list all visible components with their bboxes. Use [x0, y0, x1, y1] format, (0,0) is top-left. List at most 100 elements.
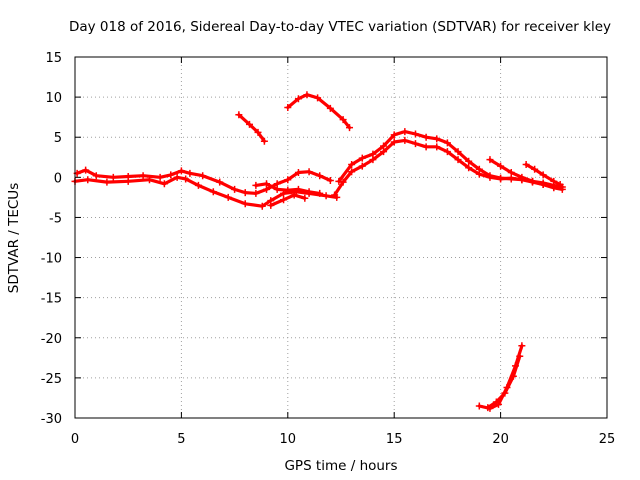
data-point-5-11 [454, 148, 462, 156]
data-point-4-8 [411, 140, 419, 148]
data-point-5-13 [475, 165, 483, 173]
data-point-5-3 [369, 150, 377, 158]
x-tick-label: 25 [599, 432, 616, 447]
series-track-10 [284, 91, 354, 132]
data-point-0-20 [316, 172, 324, 180]
data-point-0-21 [326, 177, 334, 185]
data-point-6-5 [539, 181, 547, 189]
data-point-1-5 [160, 180, 168, 188]
data-point-1-9 [209, 188, 217, 196]
data-point-5-14 [486, 172, 494, 180]
series-track-8 [522, 160, 564, 189]
data-point-0-3 [109, 173, 117, 181]
data-point-4-2 [348, 168, 356, 176]
data-point-1-3 [124, 177, 132, 185]
y-tick-label: -30 [41, 412, 62, 427]
data-point-4-1 [339, 178, 347, 186]
data-point-2-6 [316, 189, 324, 197]
data-point-7-3 [550, 177, 558, 185]
data-point-1-11 [241, 200, 249, 208]
data-point-5-16 [507, 175, 515, 183]
ticks-layer: 0 5 10 15 20 25 15 10 5 0 -5 -10 -15 -20 -25 -30 [41, 51, 616, 447]
y-tick-label: -25 [41, 372, 62, 387]
data-point-4-10 [433, 143, 441, 151]
data-point-6-0 [486, 156, 494, 164]
x-tick-label: 15 [386, 432, 403, 447]
data-point-5-6 [401, 128, 409, 136]
data-point-0-1 [82, 166, 90, 174]
data-point-9-6 [346, 124, 354, 132]
data-point-1-2 [103, 178, 111, 186]
x-tick-label: 5 [177, 432, 185, 447]
y-tick-label: 0 [54, 171, 62, 186]
data-point-1-8 [194, 181, 202, 189]
data-point-4-11 [443, 148, 451, 156]
data-point-8-0 [235, 111, 243, 119]
series-layer [71, 91, 566, 412]
data-point-10-0 [475, 402, 483, 410]
chart-title: Day 018 of 2016, Sidereal Day-to-day VTE… [69, 19, 611, 35]
data-point-5-21 [558, 185, 566, 193]
series-track-2 [71, 173, 341, 210]
data-point-2-5 [305, 188, 313, 196]
data-point-11-4 [516, 352, 524, 360]
data-point-11-0 [484, 404, 492, 412]
data-point-5-7 [411, 130, 419, 138]
data-point-7-4 [556, 181, 564, 189]
data-point-0-17 [284, 176, 292, 184]
data-point-7-1 [531, 165, 539, 173]
data-point-1-1 [84, 176, 92, 184]
data-point-5-2 [358, 154, 366, 162]
data-point-0-10 [199, 172, 207, 180]
data-point-1-6 [173, 173, 181, 181]
data-point-5-0 [335, 177, 343, 185]
data-point-4-3 [358, 162, 366, 170]
data-point-6-1 [497, 162, 505, 170]
series-track-3 [252, 180, 324, 197]
plot-frame [74, 56, 608, 419]
series-track-12 [484, 352, 524, 412]
data-point-9-0 [284, 104, 292, 112]
y-tick-label: 15 [45, 51, 62, 66]
y-axis-label: SDTVAR / TECUs [6, 183, 22, 293]
x-tick-label: 20 [492, 432, 509, 447]
data-point-4-12 [454, 156, 462, 164]
data-point-4-0 [331, 191, 339, 199]
data-point-2-2 [273, 185, 281, 193]
data-point-6-3 [518, 173, 526, 181]
data-point-9-2 [303, 91, 311, 99]
data-point-4-9 [422, 143, 430, 151]
data-point-6-2 [507, 169, 515, 177]
data-point-5-15 [497, 174, 505, 182]
data-point-0-14 [252, 189, 260, 197]
data-point-5-1 [348, 160, 356, 168]
data-point-5-9 [433, 135, 441, 143]
data-point-4-6 [390, 138, 398, 146]
series-line-track-5 [333, 138, 564, 197]
data-point-0-9 [186, 169, 194, 177]
data-point-9-1 [294, 95, 302, 103]
series-line-track-4 [269, 193, 307, 207]
data-point-1-12 [258, 202, 266, 210]
data-point-4-13 [465, 164, 473, 172]
data-point-1-7 [182, 175, 190, 183]
y-tick-label: -15 [41, 292, 62, 307]
data-point-0-5 [139, 172, 147, 180]
data-point-5-12 [465, 157, 473, 165]
data-point-5-5 [390, 131, 398, 139]
series-track-7 [486, 156, 558, 191]
data-point-1-4 [145, 176, 153, 184]
data-point-2-0 [252, 181, 260, 189]
data-point-8-2 [254, 128, 262, 136]
data-point-3-0 [267, 201, 275, 209]
data-point-7-0 [522, 160, 530, 168]
data-point-3-2 [290, 191, 298, 199]
data-point-1-17 [322, 192, 330, 200]
data-point-0-2 [92, 172, 100, 180]
data-point-0-19 [305, 168, 313, 176]
data-point-9-5 [339, 116, 347, 124]
data-point-11-2 [501, 389, 509, 397]
data-point-0-18 [294, 169, 302, 177]
y-tick-label: -5 [49, 211, 62, 226]
